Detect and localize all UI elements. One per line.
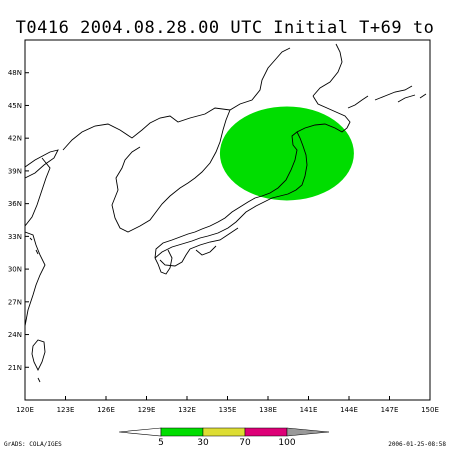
lon-label: 138E: [259, 406, 277, 414]
lat-label: 42N: [8, 135, 22, 143]
lat-label: 33N: [8, 233, 22, 241]
lon-label: 129E: [138, 406, 156, 414]
colorbar-right-arrow: [286, 427, 330, 437]
lon-label: 144E: [340, 406, 358, 414]
lon-label: 147E: [381, 406, 399, 414]
coastline-japan: [154, 95, 351, 267]
colorbar-segment: [244, 427, 288, 437]
colorbar-left-arrow: [118, 427, 162, 437]
lat-label: 48N: [8, 69, 22, 77]
lon-label: 126E: [97, 406, 115, 414]
lon-label: 135E: [219, 406, 237, 414]
coastline-north: [312, 43, 427, 109]
colorbar-segment: [160, 427, 204, 437]
lat-label: 27N: [8, 298, 22, 306]
footer-right: 2006-01-25-08:58: [388, 441, 446, 448]
lon-label: 150E: [421, 406, 439, 414]
coastline-islands: [29, 237, 41, 383]
lat-label: 21N: [8, 364, 22, 372]
lat-label: 39N: [8, 167, 22, 175]
colorbar-label: 100: [278, 438, 295, 448]
probability-area: [219, 106, 354, 201]
map-frame: [24, 39, 431, 401]
lon-label: 132E: [178, 406, 196, 414]
coastline-mainland: [24, 47, 291, 327]
lat-label: 24N: [8, 331, 22, 339]
lon-label: 123E: [57, 406, 75, 414]
lat-label: 30N: [8, 266, 22, 274]
colorbar-label: 30: [197, 438, 209, 448]
coastline-kyushu: [154, 249, 173, 275]
lat-label: 45N: [8, 102, 22, 110]
colorbar: 5 30 70 100: [118, 427, 330, 448]
coastline-taiwan: [31, 339, 46, 372]
colorbar-segment: [202, 427, 246, 437]
colorbar-label: 5: [158, 438, 164, 448]
lon-label: 141E: [300, 406, 318, 414]
footer-left: GrADS: COLA/IGES: [4, 441, 62, 448]
lat-label: 36N: [8, 200, 22, 208]
colorbar-label: 70: [239, 438, 251, 448]
lon-label: 120E: [16, 406, 34, 414]
coastline: [24, 43, 427, 383]
